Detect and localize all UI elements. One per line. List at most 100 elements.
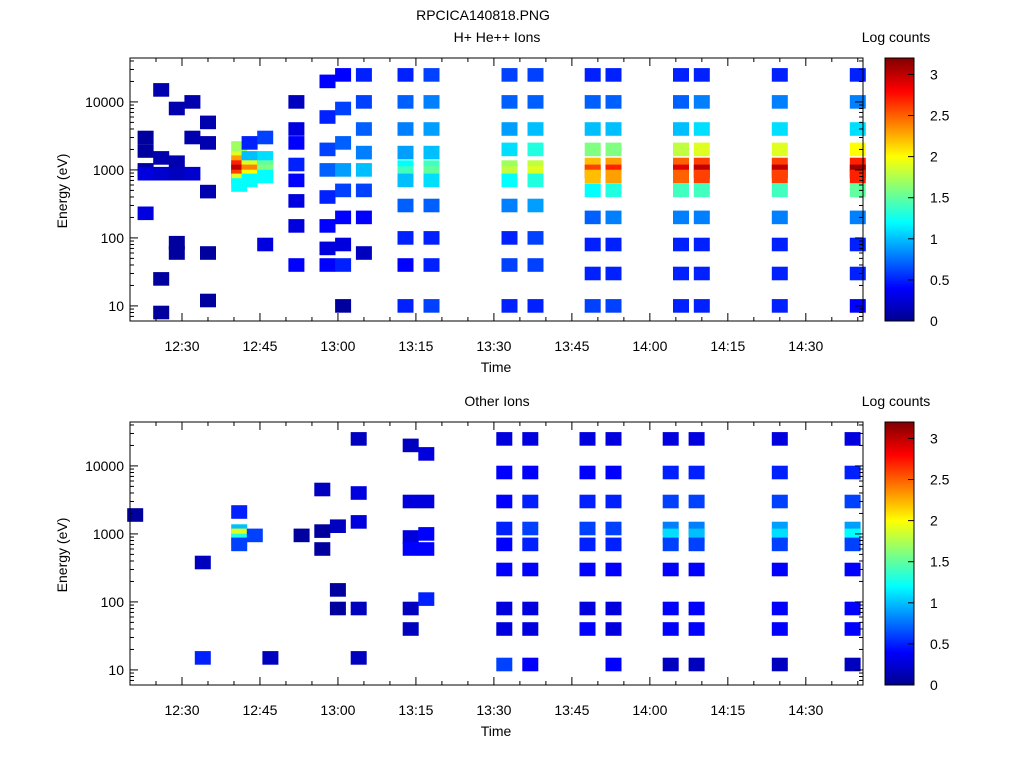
heatmap-cell [127,508,144,522]
heatmap-cell [319,74,336,89]
heatmap-cell [605,537,622,552]
heatmap-cell [288,122,305,136]
heatmap-cell [673,299,689,313]
heatmap-cell [335,101,352,116]
heatmap-cell [402,494,419,509]
heatmap-cell [673,237,689,252]
heatmap-cell [184,166,201,181]
heatmap-cell [771,601,788,616]
heatmap-cell [418,542,435,556]
heatmap-cell [849,122,866,136]
heatmap-cell [200,184,216,199]
colorbar-tick-label: 1.5 [930,554,950,570]
heatmap-cell [771,210,788,225]
colorbar-ticks: 0 0.5 1 1.5 2 2.5 3 [908,66,950,329]
heatmap-cell [314,482,331,497]
y-tick-label: 10000 [85,458,124,474]
heatmap-cell [319,163,336,177]
heatmap-cell [584,210,601,225]
colorbar-tick-label: 2 [930,513,938,529]
heatmap-cell [579,622,596,636]
heatmap-cell [605,562,622,577]
heatmap-cell [397,145,414,160]
heatmap-cell [605,237,622,252]
heatmap-cell [418,527,435,541]
heatmap-cells [127,432,861,672]
heatmap-cell [522,494,539,509]
heatmap-cell [605,68,622,82]
heatmap-cell [844,622,861,636]
heatmap-cell [693,68,710,82]
heatmap-cell [522,537,539,552]
heatmap-cell [844,465,861,480]
colorbar [884,421,915,686]
heatmap-cell [402,601,419,616]
heatmap-cell [355,95,372,109]
heatmap-cell [288,136,305,150]
x-axis-label: Time [481,359,512,375]
heatmap-cell [355,68,372,82]
heatmap-cell [153,166,170,181]
heatmap-cell [605,465,622,480]
heatmap-cell [335,163,352,177]
x-tick-label: 13:45 [554,702,589,718]
panel-title: Other Ions [464,393,529,409]
colorbar-tick-label: 0 [930,313,938,329]
heatmap-cell [771,183,788,198]
heatmap-cell [329,583,346,597]
heatmap-cell [355,122,372,136]
heatmap-cell [522,562,539,577]
x-tick-label: 14:00 [632,338,667,354]
heatmap-cell [501,198,518,213]
y-tick-label: 1000 [93,162,124,178]
heatmap-cell [771,537,788,552]
heatmap-cell [231,537,248,552]
x-tick-label: 14:30 [788,702,823,718]
x-tick-label: 12:45 [242,702,277,718]
heatmap-cell [168,246,185,260]
heatmap-cell [527,68,544,82]
heatmap-cell [241,136,258,150]
y-tick-label: 10 [108,298,124,314]
heatmap-cell [314,524,331,538]
heatmap-cell [501,299,518,313]
heatmap-cell [771,657,788,672]
heatmap-cell [355,163,372,177]
x-axis-ticks: 12:30 12:45 13:00 13:15 13:30 13:45 14:00 14:15… [129,422,859,718]
heatmap-cell [584,142,601,157]
x-axis-ticks: 12:30 12:45 13:00 13:15 13:30 13:45 14:00 14:15… [129,58,859,354]
heatmap-cell [527,95,544,109]
heatmap-cell [693,95,710,109]
heatmap-cell [496,432,513,446]
heatmap-cell [605,122,622,136]
heatmap-cell [605,142,622,157]
heatmap-cell [522,657,539,672]
x-tick-label: 12:30 [164,702,199,718]
heatmap-cell [688,494,705,509]
heatmap-cell [579,601,596,616]
heatmap-cell [673,169,689,184]
y-axis-ticks: 10 100 1000 10000 [85,60,863,322]
y-tick-label: 100 [101,594,125,610]
heatmap-cell [673,183,689,198]
heatmap-cell [584,183,601,198]
heatmap-cell [200,293,216,308]
x-tick-label: 12:30 [164,338,199,354]
heatmap-cell [673,210,689,225]
heatmap-cell [350,651,367,665]
heatmap-cell [771,266,788,281]
heatmap-cell [662,537,679,552]
heatmap-cell [584,95,601,109]
heatmap-cell [200,136,216,150]
heatmap-cell [527,122,544,136]
y-tick-label: 1000 [93,526,124,542]
heatmap-cell [579,432,596,446]
heatmap-cell [423,173,440,188]
colorbar-tick-label: 0.5 [930,636,950,652]
heatmap-cell [673,142,689,157]
heatmap-cell [501,142,518,157]
heatmap-cell [184,95,201,109]
plot-frame [129,421,864,686]
heatmap-cell [335,183,352,198]
panel-title: H+ He++ Ions [454,29,541,45]
